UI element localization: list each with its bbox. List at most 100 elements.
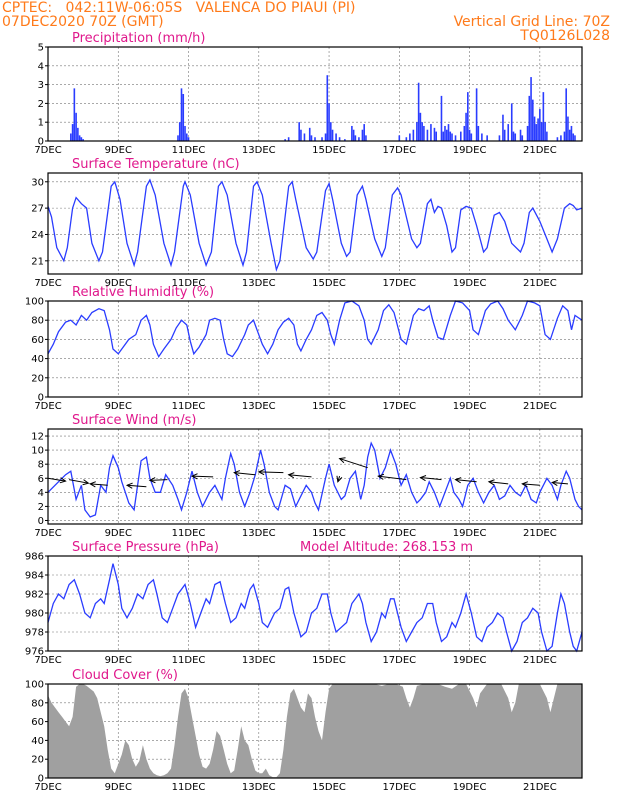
precip-bar [442, 131, 445, 141]
precip-bar [417, 82, 420, 141]
precip-bar [486, 135, 488, 141]
precip-bar [284, 139, 286, 141]
precip-bar [563, 131, 566, 141]
rh-ytick-label: 80 [31, 316, 44, 327]
rh-ytick-label: 60 [31, 335, 44, 346]
wind-panel: Surface Wind (m/s) 0 2 4 6 8 10 12 7DEC 9DEC 11DEC… [31, 413, 583, 539]
precip-bar [454, 135, 457, 141]
precip-bar [419, 112, 422, 141]
precip-bar [435, 131, 438, 141]
wind-arrow-shaft [127, 484, 147, 488]
wind-xtick-label: 11DEC [172, 528, 206, 539]
precip-ytick-label: 5 [38, 43, 44, 54]
cloud-ytick-label: 100 [25, 680, 44, 691]
wind-arrow-shaft [455, 479, 477, 483]
precip-xtick-label: 17DEC [382, 145, 416, 156]
wind-arrow-shaft [378, 475, 407, 481]
precip-bar [300, 129, 302, 141]
cloud-frame [47, 683, 583, 779]
temp-xtick-label: 9DEC [105, 278, 132, 289]
temp-xtick-label: 17DEC [382, 278, 416, 289]
precip-xtick-label: 15DEC [312, 145, 346, 156]
pressure-xtick-label: 7DEC [34, 655, 61, 666]
precip-bar [80, 137, 83, 141]
precip-bar [185, 133, 188, 141]
precip-ytick-label: 0 [38, 137, 44, 148]
wind-ytick-label: 0 [38, 516, 44, 527]
wind-xtick-label: 19DEC [453, 528, 487, 539]
precip-bar [178, 122, 181, 141]
precip-bar [421, 122, 423, 141]
temp-ytick-label: 30 [31, 177, 44, 188]
temp-xtick-label: 19DEC [453, 278, 487, 289]
precip-bar [303, 133, 306, 141]
precip-frame [47, 46, 583, 142]
wind-arrow-head [148, 477, 156, 484]
temp-frame [47, 172, 583, 275]
wind-arrow-shaft [149, 479, 168, 481]
precip-bar [352, 129, 355, 141]
cloud-xtick-label: 13DEC [242, 782, 276, 793]
precip-bar [535, 124, 538, 141]
rh-xtick-label: 21DEC [523, 401, 557, 412]
precip-bar [331, 129, 334, 141]
precip-bar [70, 133, 72, 141]
rh-ytick-label: 40 [31, 354, 44, 365]
pressure-xtick-label: 19DEC [453, 655, 487, 666]
precip-ytick-label: 1 [38, 118, 44, 129]
precip-bar [412, 129, 415, 141]
cloud-xtick-label: 19DEC [453, 782, 487, 793]
wind-ytick-label: 4 [38, 488, 44, 499]
precip-bar [544, 122, 546, 141]
wind-arrow-head [521, 481, 529, 488]
precip-bar [324, 133, 327, 141]
precip-bar [409, 133, 411, 141]
precip-bar [73, 88, 76, 141]
precip-bar [430, 124, 432, 141]
precip-bar [510, 103, 513, 141]
precip-bar [467, 92, 469, 141]
precip-bar [187, 137, 190, 141]
precip-bar [546, 131, 548, 141]
pressure-series-line [47, 563, 583, 653]
precip-bar [328, 103, 330, 141]
pressure-xtick-label: 15DEC [312, 655, 346, 666]
wind-ytick-label: 2 [38, 502, 44, 513]
wind-arrow-shaft [47, 477, 66, 482]
pressure-xtick-label: 13DEC [242, 655, 276, 666]
precip-bar [358, 137, 360, 141]
temp-ytick-label: 24 [31, 230, 44, 241]
wind-series-line [47, 441, 583, 518]
wind-xtick-label: 17DEC [382, 528, 416, 539]
pressure-ytick-label: 986 [25, 552, 44, 563]
rh-xtick-label: 15DEC [312, 401, 346, 412]
cloud-xtick-label: 11DEC [172, 782, 206, 793]
precip-bar [567, 116, 569, 141]
precip-bar [502, 114, 504, 141]
precip-bar [477, 125, 480, 141]
wind-xtick-label: 13DEC [242, 528, 276, 539]
precip-bar [521, 135, 524, 141]
wind-xtick-label: 21DEC [523, 528, 557, 539]
rh-ytick-label: 20 [31, 373, 44, 384]
precip-bar [570, 125, 573, 141]
wind-arrow-shaft [339, 458, 368, 469]
rh-xtick-label: 9DEC [105, 401, 132, 412]
header-datetime: 07DEC2020 70Z (GMT) [2, 14, 164, 30]
wind-arrow-shaft [234, 472, 256, 476]
precip-bar [354, 135, 357, 141]
wind-frame [47, 428, 583, 525]
precip-bar [308, 127, 311, 141]
precip-bar [180, 88, 183, 141]
pressure-xtick-label: 11DEC [172, 655, 206, 666]
precip-bar [475, 88, 478, 141]
precip-xtick-label: 7DEC [34, 145, 61, 156]
temp-panel: Surface Temperature (nC) 21 24 27 30 7DEC 9DEC… [31, 157, 583, 289]
wind-arrow-head [89, 481, 96, 488]
pressure-xtick-label: 9DEC [105, 655, 132, 666]
wind-arrow-shaft [192, 475, 214, 478]
precip-ytick-label: 2 [38, 99, 44, 110]
precip-bar [361, 129, 364, 141]
cloud-xtick-label: 21DEC [523, 782, 557, 793]
